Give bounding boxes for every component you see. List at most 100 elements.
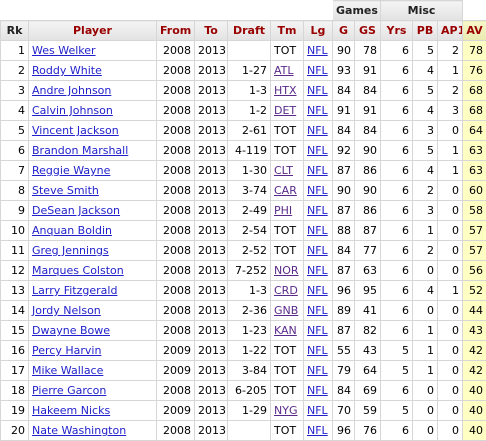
- player-link[interactable]: Dwayne Bowe: [32, 324, 110, 337]
- table-cell: 5: [412, 140, 439, 161]
- table-row: 1 Wes Welker 2008 2013 TOT NFL 90 78 6 5 2 78: [0, 40, 486, 61]
- player-link[interactable]: Nate Washington: [32, 424, 127, 437]
- team-link[interactable]: DET: [274, 104, 297, 117]
- table-cell: Greg Jennings: [28, 240, 157, 261]
- player-link[interactable]: Vincent Jackson: [32, 124, 119, 137]
- league-link[interactable]: NFL: [307, 104, 328, 117]
- table-cell: 43: [353, 340, 382, 361]
- table-cell: 87: [332, 260, 355, 281]
- table-cell: 10: [0, 220, 29, 241]
- table-cell: 6: [380, 420, 414, 441]
- table-cell: 58: [462, 200, 486, 221]
- table-cell: 2013: [194, 220, 228, 241]
- table-cell: 82: [353, 320, 382, 341]
- table-cell: Roddy White: [28, 60, 157, 81]
- league-link[interactable]: NFL: [307, 344, 328, 357]
- league-link[interactable]: NFL: [307, 44, 328, 57]
- table-cell: 57: [462, 220, 486, 241]
- league-link[interactable]: NFL: [307, 184, 328, 197]
- league-link[interactable]: NFL: [307, 324, 328, 337]
- league-link[interactable]: NFL: [307, 144, 328, 157]
- league-link[interactable]: NFL: [307, 64, 328, 77]
- table-cell: 1: [0, 40, 29, 61]
- player-link[interactable]: DeSean Jackson: [32, 204, 121, 217]
- table-cell: 90: [353, 180, 382, 201]
- league-link[interactable]: NFL: [307, 284, 328, 297]
- league-link[interactable]: NFL: [307, 84, 328, 97]
- table-cell: 1: [437, 160, 464, 181]
- player-link[interactable]: Pierre Garcon: [32, 384, 107, 397]
- team-link[interactable]: ATL: [274, 64, 294, 77]
- table-cell: Brandon Marshall: [28, 140, 157, 161]
- player-link[interactable]: Brandon Marshall: [32, 144, 129, 157]
- table-row: 14 Jordy Nelson 2008 2013 2-36 GNB NFL 89 41 6 0 0 4…: [0, 300, 486, 321]
- table-head: Games Misc Rk Player From To Draft Tm Lg G GS Yrs PB…: [0, 0, 486, 41]
- table-row: 16 Percy Harvin 2009 2013 1-22 TOT NFL 55 43 5 1 0 4…: [0, 340, 486, 361]
- table-cell: 2008: [156, 100, 195, 121]
- table-cell: 6: [380, 120, 414, 141]
- table-row: 8 Steve Smith 2008 2013 3-74 CAR NFL 90 90 6 2 0 60: [0, 180, 486, 201]
- player-link[interactable]: Larry Fitzgerald: [32, 284, 118, 297]
- player-link[interactable]: Calvin Johnson: [32, 104, 113, 117]
- table-cell: 40: [462, 400, 486, 421]
- league-link[interactable]: NFL: [307, 204, 328, 217]
- table-cell: 3-74: [227, 180, 271, 201]
- player-link[interactable]: Steve Smith: [32, 184, 99, 197]
- team-link[interactable]: NYG: [274, 404, 298, 417]
- table-cell: 2008: [156, 140, 195, 161]
- team-link[interactable]: CRD: [274, 284, 298, 297]
- table-cell: 63: [462, 140, 486, 161]
- table-cell: 87: [332, 320, 355, 341]
- league-link[interactable]: NFL: [307, 264, 328, 277]
- league-link[interactable]: NFL: [307, 224, 328, 237]
- table-row: 6 Brandon Marshall 2008 2013 4-119 TOT NFL 92 90…: [0, 140, 486, 161]
- team-link[interactable]: CLT: [274, 164, 294, 177]
- league-link[interactable]: NFL: [307, 364, 328, 377]
- table-cell: 6: [380, 80, 414, 101]
- table-cell: 2013: [194, 340, 228, 361]
- team-link[interactable]: GNB: [274, 304, 299, 317]
- table-body: 1 Wes Welker 2008 2013 TOT NFL 90 78 6 5 2 78 2 Roddy…: [0, 40, 486, 441]
- player-link[interactable]: Roddy White: [32, 64, 102, 77]
- player-link[interactable]: Wes Welker: [32, 44, 96, 57]
- table-cell: DET: [270, 100, 304, 121]
- player-link[interactable]: Marques Colston: [32, 264, 124, 277]
- player-link[interactable]: Percy Harvin: [32, 344, 102, 357]
- column-header: G: [332, 20, 355, 41]
- league-link[interactable]: NFL: [307, 164, 328, 177]
- table-cell: 84: [332, 80, 355, 101]
- team-link[interactable]: PHI: [274, 204, 293, 217]
- player-link[interactable]: Reggie Wayne: [32, 164, 111, 177]
- table-cell: 84: [353, 80, 382, 101]
- league-link[interactable]: NFL: [307, 424, 328, 437]
- table-cell: 0: [412, 380, 439, 401]
- league-link[interactable]: NFL: [307, 404, 328, 417]
- table-cell: 90: [332, 180, 355, 201]
- league-link[interactable]: NFL: [307, 124, 328, 137]
- player-link[interactable]: Greg Jennings: [32, 244, 109, 257]
- league-link[interactable]: NFL: [307, 244, 328, 257]
- player-link[interactable]: Hakeem Nicks: [32, 404, 111, 417]
- league-link[interactable]: NFL: [307, 384, 328, 397]
- table-cell: 0: [437, 200, 464, 221]
- team-link[interactable]: KAN: [274, 324, 297, 337]
- team-link[interactable]: CAR: [274, 184, 297, 197]
- table-cell: 96: [332, 280, 355, 301]
- player-link[interactable]: Mike Wallace: [32, 364, 104, 377]
- table-cell: 0: [437, 360, 464, 381]
- column-header: AP1: [437, 20, 464, 41]
- player-link[interactable]: Anquan Boldin: [32, 224, 113, 237]
- table-cell: 2008: [156, 320, 195, 341]
- team-link[interactable]: HTX: [274, 84, 297, 97]
- column-header: Tm: [270, 20, 304, 41]
- player-link[interactable]: Andre Johnson: [32, 84, 112, 97]
- table-cell: 0: [437, 240, 464, 261]
- team-link[interactable]: NOR: [274, 264, 299, 277]
- table-cell: NFL: [303, 320, 333, 341]
- table-cell: 2009: [156, 340, 195, 361]
- column-header: GS: [353, 20, 382, 41]
- player-link[interactable]: Jordy Nelson: [32, 304, 101, 317]
- table-cell: CAR: [270, 180, 304, 201]
- league-link[interactable]: NFL: [307, 304, 328, 317]
